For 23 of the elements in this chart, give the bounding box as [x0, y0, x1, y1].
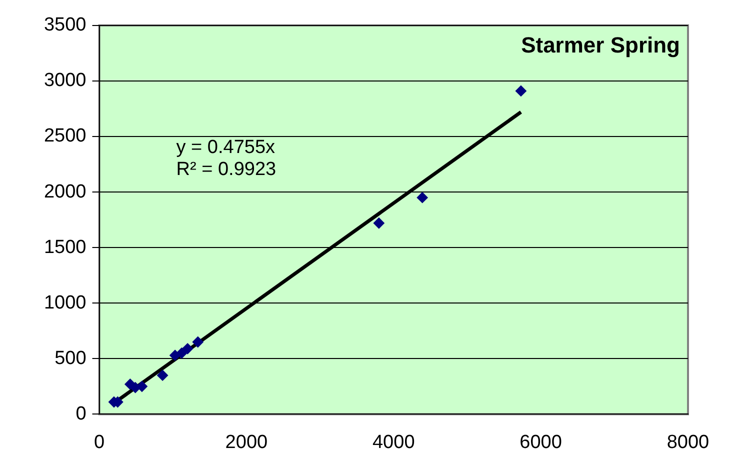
- point: [515, 85, 526, 96]
- y-tick-label: 1500: [44, 236, 86, 258]
- x-tick-label: 2000: [225, 432, 268, 453]
- annotation: y = 0.4755x: [176, 137, 276, 158]
- point: [416, 192, 428, 204]
- point: [176, 348, 188, 359]
- x-tick-label: 0: [94, 432, 105, 453]
- point: [182, 343, 194, 354]
- x-tick-label: 8000: [666, 432, 710, 453]
- x-tick-label: 6000: [520, 432, 562, 453]
- chart-title: Starmer Spring: [521, 32, 680, 58]
- x-tick-label: 4000: [372, 432, 415, 453]
- y-tick-label: 500: [54, 348, 86, 369]
- point: [192, 336, 204, 348]
- y-tick-label: 1000: [44, 292, 86, 314]
- y-tick-label: 2000: [44, 181, 86, 202]
- y-tick-label: 3500: [44, 14, 86, 36]
- y-tick-label: 0: [76, 403, 86, 424]
- annotation: R² = 0.9923: [176, 159, 276, 180]
- y-tick-label: 2500: [44, 126, 86, 147]
- y-tick-label: 3000: [44, 70, 86, 92]
- point: [157, 370, 168, 381]
- point: [373, 218, 384, 229]
